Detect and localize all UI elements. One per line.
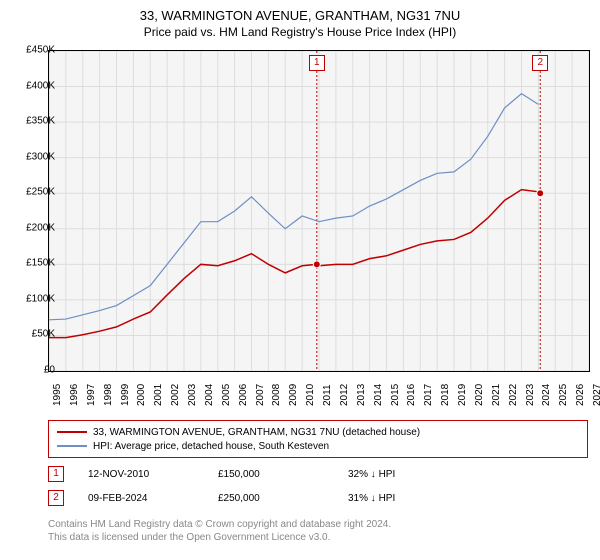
marker-date-2: 09-FEB-2024 — [88, 493, 218, 504]
x-axis-label: 2010 — [305, 384, 316, 406]
chart-subtitle: Price paid vs. HM Land Registry's House … — [0, 23, 600, 43]
x-axis-label: 1997 — [86, 384, 97, 406]
x-axis-label: 2007 — [255, 384, 266, 406]
marker-row-2: 2 09-FEB-2024 £250,000 31% ↓ HPI — [48, 490, 588, 506]
x-axis-label: 2021 — [491, 384, 502, 406]
x-axis-label: 2020 — [474, 384, 485, 406]
x-axis-label: 2017 — [423, 384, 434, 406]
x-axis-label: 1996 — [69, 384, 80, 406]
x-axis-label: 2012 — [339, 384, 350, 406]
x-axis-label: 2006 — [238, 384, 249, 406]
chart-title: 33, WARMINGTON AVENUE, GRANTHAM, NG31 7N… — [0, 0, 600, 23]
legend-label-hpi: HPI: Average price, detached house, Sout… — [93, 441, 329, 452]
x-axis-label: 2004 — [204, 384, 215, 406]
x-axis-label: 2005 — [221, 384, 232, 406]
legend-item-hpi: HPI: Average price, detached house, Sout… — [57, 439, 579, 453]
x-axis-label: 2014 — [373, 384, 384, 406]
chart-svg — [49, 51, 589, 371]
x-axis-label: 2019 — [457, 384, 468, 406]
y-axis-label: £0 — [10, 365, 55, 376]
x-axis-label: 2000 — [136, 384, 147, 406]
marker-price-1: £150,000 — [218, 469, 348, 480]
x-axis-label: 2022 — [508, 384, 519, 406]
x-axis-label: 2026 — [575, 384, 586, 406]
x-axis-label: 1999 — [120, 384, 131, 406]
marker-row-1: 1 12-NOV-2010 £150,000 32% ↓ HPI — [48, 466, 588, 482]
y-axis-label: £450K — [10, 45, 55, 56]
x-axis-label: 2018 — [440, 384, 451, 406]
attribution-line2: This data is licensed under the Open Gov… — [48, 531, 391, 544]
marker-delta-2: 31% ↓ HPI — [348, 493, 478, 504]
marker-delta-1: 32% ↓ HPI — [348, 469, 478, 480]
marker-price-2: £250,000 — [218, 493, 348, 504]
x-axis-label: 2009 — [288, 384, 299, 406]
marker-num-2: 2 — [48, 490, 64, 506]
y-axis-label: £200K — [10, 222, 55, 233]
y-axis-label: £350K — [10, 116, 55, 127]
x-axis-label: 2016 — [406, 384, 417, 406]
x-axis-label: 2003 — [187, 384, 198, 406]
y-axis-label: £400K — [10, 80, 55, 91]
chart-plot-area: 12 — [48, 50, 590, 372]
legend-swatch-hpi — [57, 445, 87, 447]
legend-label-property: 33, WARMINGTON AVENUE, GRANTHAM, NG31 7N… — [93, 427, 420, 438]
chart-marker-label-2: 2 — [532, 55, 548, 71]
y-axis-label: £250K — [10, 187, 55, 198]
x-axis-label: 2008 — [271, 384, 282, 406]
y-axis-label: £300K — [10, 151, 55, 162]
legend-item-property: 33, WARMINGTON AVENUE, GRANTHAM, NG31 7N… — [57, 425, 579, 439]
x-axis-label: 2027 — [592, 384, 600, 406]
chart-marker-label-1: 1 — [309, 55, 325, 71]
x-axis-label: 2023 — [525, 384, 536, 406]
x-axis-label: 2002 — [170, 384, 181, 406]
x-axis-label: 2024 — [541, 384, 552, 406]
x-axis-label: 1998 — [103, 384, 114, 406]
marker-date-1: 12-NOV-2010 — [88, 469, 218, 480]
x-axis-label: 1995 — [52, 384, 63, 406]
x-axis-label: 2025 — [558, 384, 569, 406]
x-axis-label: 2013 — [356, 384, 367, 406]
y-axis-label: £150K — [10, 258, 55, 269]
marker-num-1: 1 — [48, 466, 64, 482]
x-axis-label: 2015 — [390, 384, 401, 406]
x-axis-label: 2011 — [322, 384, 333, 406]
legend-box: 33, WARMINGTON AVENUE, GRANTHAM, NG31 7N… — [48, 420, 588, 458]
attribution-line1: Contains HM Land Registry data © Crown c… — [48, 518, 391, 531]
x-axis-label: 2001 — [153, 384, 164, 406]
y-axis-label: £100K — [10, 293, 55, 304]
chart-container: 33, WARMINGTON AVENUE, GRANTHAM, NG31 7N… — [0, 0, 600, 560]
y-axis-label: £50K — [10, 329, 55, 340]
legend-swatch-property — [57, 431, 87, 433]
attribution: Contains HM Land Registry data © Crown c… — [48, 518, 391, 544]
